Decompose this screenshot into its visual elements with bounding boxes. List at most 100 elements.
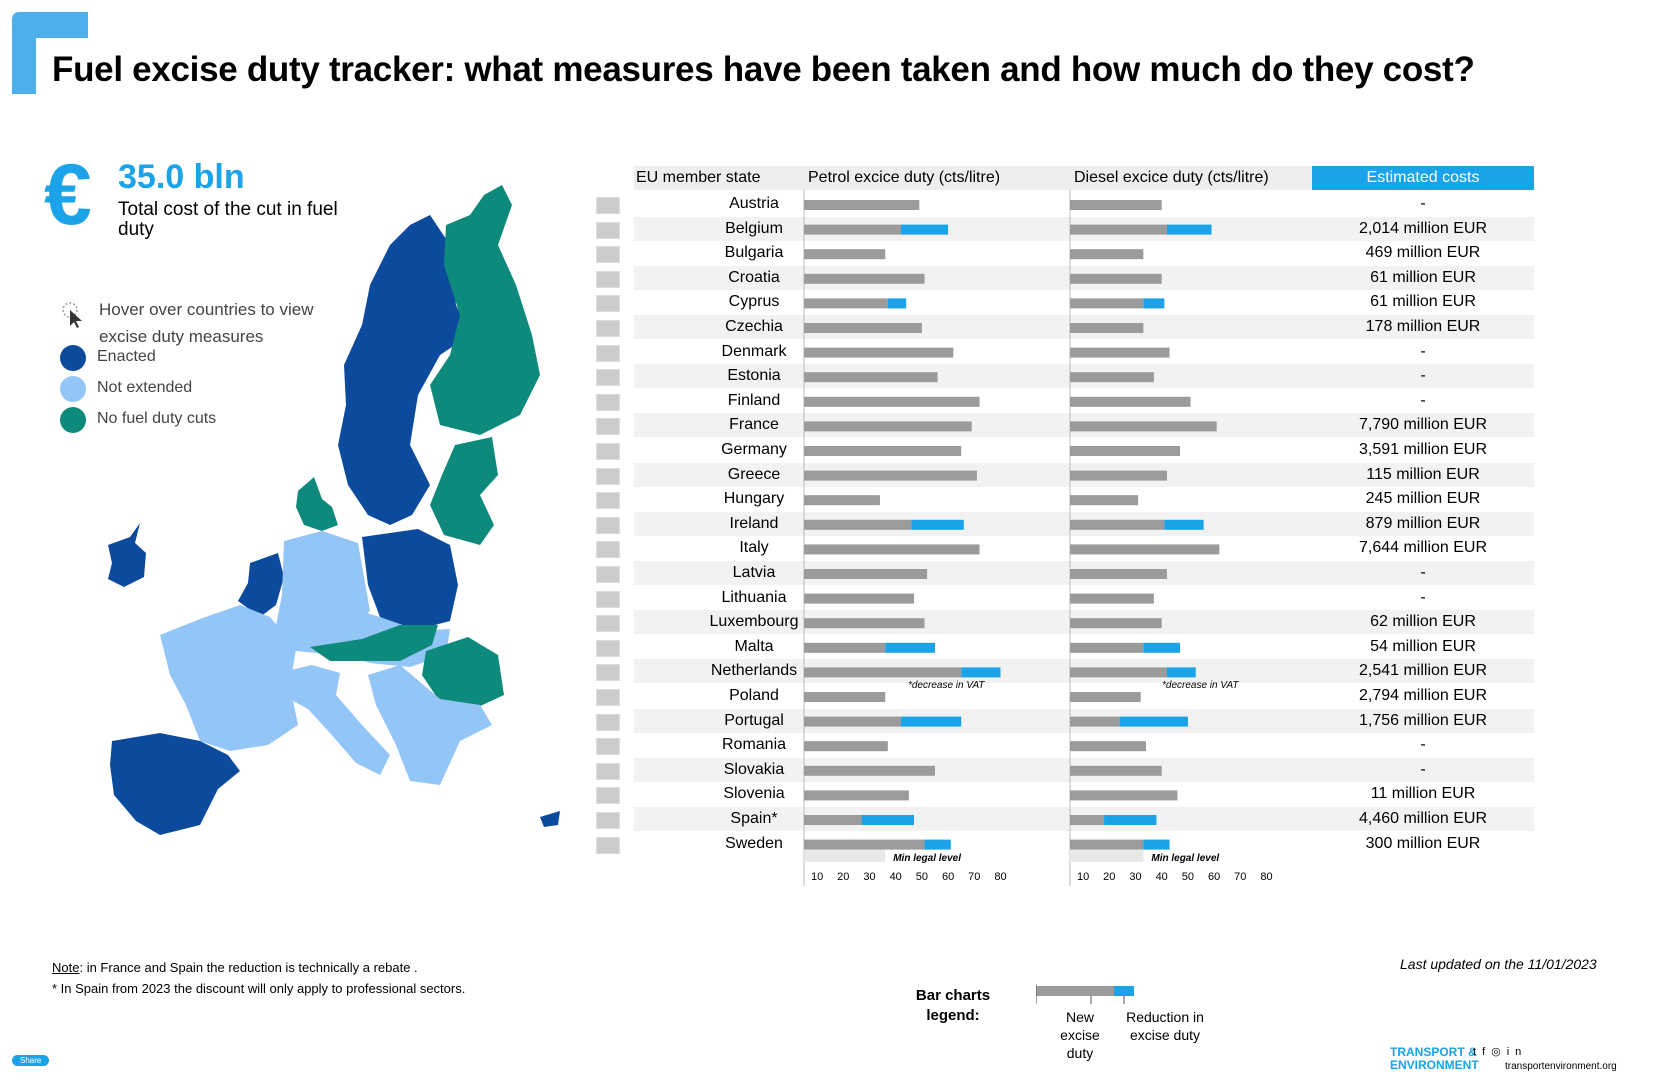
bar-reduction bbox=[1143, 839, 1170, 850]
country-name: Croatia bbox=[728, 268, 780, 286]
share-button[interactable]: Share bbox=[12, 1055, 50, 1066]
estimated-cost: - bbox=[1420, 760, 1426, 778]
duty-table: EU member state Petrol excice duty (cts/… bbox=[596, 166, 1624, 886]
eu-map[interactable] bbox=[100, 185, 570, 855]
bar-reduction bbox=[1166, 667, 1196, 678]
map-country-france[interactable] bbox=[160, 605, 298, 751]
flag-icon bbox=[596, 492, 620, 510]
instagram-icon[interactable]: ◎ bbox=[1491, 1046, 1507, 1058]
x-tick-label: 80 bbox=[994, 871, 1006, 883]
bar-reduction bbox=[861, 815, 915, 825]
country-name: Portugal bbox=[724, 711, 784, 729]
bar-reduction bbox=[1166, 224, 1212, 235]
map-country-finland[interactable] bbox=[430, 185, 540, 435]
estimated-cost: - bbox=[1420, 391, 1426, 409]
bar-new-duty bbox=[804, 224, 901, 235]
country-name: Finland bbox=[727, 391, 781, 409]
bar-new-duty bbox=[1070, 323, 1144, 333]
flag-icon bbox=[596, 738, 620, 756]
flag-icon bbox=[596, 541, 620, 559]
map-country-italy[interactable] bbox=[278, 665, 390, 775]
flag-icon bbox=[596, 344, 620, 362]
website-link[interactable]: transportenvironment.org bbox=[1505, 1061, 1617, 1072]
bar-new-duty bbox=[804, 790, 909, 801]
x-tick-label: 60 bbox=[942, 871, 954, 883]
linkedin-icon[interactable]: in bbox=[1506, 1046, 1528, 1058]
country-name: Poland bbox=[729, 687, 779, 704]
map-country-denmark[interactable] bbox=[296, 477, 338, 531]
x-tick-label: 50 bbox=[1182, 871, 1194, 883]
x-tick-label: 40 bbox=[1156, 871, 1168, 883]
estimated-cost: - bbox=[1420, 588, 1426, 606]
total-cost-label: Total cost of the cut in fuel duty bbox=[118, 199, 338, 240]
bar-legend-reduction-label: Reduction in excise duty bbox=[1126, 1009, 1204, 1043]
bar-new-duty bbox=[804, 741, 888, 752]
bar-new-duty bbox=[1070, 642, 1144, 653]
estimated-cost: 3,591 million EUR bbox=[1358, 441, 1488, 458]
bar-new-duty bbox=[804, 273, 925, 284]
flag-icon bbox=[596, 369, 620, 387]
flag-icon bbox=[596, 467, 620, 485]
bar-new-duty bbox=[804, 642, 886, 653]
header-diesel: Diesel excice duty (cts/litre) bbox=[1072, 166, 1312, 190]
map-country-poland[interactable] bbox=[362, 529, 458, 631]
map-country-baltics[interactable] bbox=[430, 437, 498, 545]
bar-new-duty bbox=[804, 765, 935, 776]
bar-new-duty bbox=[1070, 298, 1144, 309]
bar-new-duty bbox=[804, 249, 886, 260]
flag-icon bbox=[596, 246, 620, 264]
header-country: EU member state bbox=[634, 166, 806, 190]
estimated-cost: 61 million EUR bbox=[1370, 293, 1476, 311]
map-country-sweden[interactable] bbox=[338, 215, 470, 525]
brand-line2: ENVIRONMENT bbox=[1390, 1058, 1479, 1072]
brand-corner-mark bbox=[12, 12, 88, 94]
map-country-ireland[interactable] bbox=[108, 523, 146, 587]
country-name: Ireland bbox=[729, 514, 779, 532]
map-country-iberia[interactable] bbox=[110, 733, 240, 835]
bar-new-duty bbox=[804, 692, 886, 702]
estimated-cost: 178 million EUR bbox=[1365, 318, 1481, 335]
estimated-cost: 1,756 million EUR bbox=[1358, 711, 1488, 729]
bar-new-duty bbox=[1070, 396, 1191, 407]
flag-icon bbox=[596, 443, 620, 460]
bar-legend-sample bbox=[1036, 984, 1134, 1004]
flag-icon bbox=[596, 812, 620, 829]
bar-new-duty bbox=[804, 372, 938, 383]
x-tick-label: 70 bbox=[968, 871, 980, 883]
bar-new-duty bbox=[1070, 200, 1162, 210]
map-country-austria-hungary[interactable] bbox=[310, 625, 438, 661]
bar-new-duty bbox=[1070, 716, 1120, 727]
country-name: Austria bbox=[729, 195, 779, 212]
flag-icon bbox=[596, 270, 620, 288]
map-country-romania[interactable] bbox=[422, 637, 504, 707]
twitter-icon[interactable]: t bbox=[1473, 1046, 1483, 1058]
vat-note: *decrease in VAT bbox=[908, 680, 985, 691]
country-name: Germany bbox=[721, 441, 787, 458]
facebook-icon[interactable]: f bbox=[1482, 1046, 1492, 1058]
bar-new-duty bbox=[804, 519, 912, 530]
bar-new-duty bbox=[1070, 446, 1181, 456]
flag-icon bbox=[596, 295, 620, 313]
country-name: Czechia bbox=[725, 318, 783, 335]
bar-new-duty bbox=[804, 839, 925, 850]
map-country-balkans[interactable] bbox=[368, 665, 492, 785]
flag-icon bbox=[596, 221, 620, 239]
country-name: Belgium bbox=[725, 219, 783, 237]
bar-new-duty bbox=[804, 593, 915, 604]
bar-new-duty bbox=[804, 815, 862, 825]
legend-label-no-cuts: No fuel duty cuts bbox=[97, 410, 217, 427]
country-name: France bbox=[729, 416, 779, 434]
estimated-cost: 11 million EUR bbox=[1370, 785, 1476, 803]
min-legal-level-label: Min legal level bbox=[1151, 853, 1219, 864]
flag-icon bbox=[596, 615, 620, 633]
flag-icon bbox=[596, 320, 620, 337]
map-country-cyprus[interactable] bbox=[540, 811, 560, 827]
min-legal-level-label: Min legal level bbox=[893, 853, 961, 864]
map-country-benelux[interactable] bbox=[238, 553, 284, 617]
flag-icon bbox=[596, 516, 620, 534]
bar-reduction bbox=[1164, 519, 1204, 530]
bar-reduction bbox=[900, 224, 949, 235]
bar-new-duty bbox=[1070, 421, 1217, 432]
social-icons: tf◎in bbox=[1473, 1045, 1527, 1058]
bar-legend-new-label: New excise duty bbox=[1060, 1009, 1100, 1061]
